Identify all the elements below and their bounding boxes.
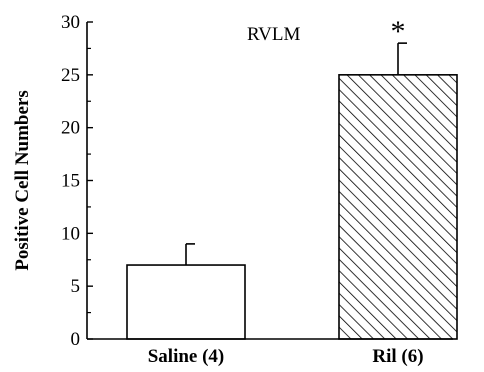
y-tick-label-1: 5 (71, 276, 81, 297)
bar-0 (126, 264, 246, 340)
y-axis-title: Positive Cell Numbers (12, 90, 33, 270)
bar-1 (338, 74, 458, 340)
category-label-1: Ril (6) (372, 346, 423, 367)
y-tick-label-0: 0 (71, 329, 81, 350)
significance-marker-1: * (391, 15, 406, 48)
y-tick-label-6: 30 (61, 12, 80, 33)
y-tick-label-3: 15 (61, 171, 80, 192)
plot-area: Saline (4) Ril (6) * 0 5 10 15 20 25 30 Positive C… (12, 12, 458, 367)
y-tick-label-2: 10 (61, 223, 80, 244)
category-label-0: Saline (4) (148, 346, 225, 367)
y-tick-label-5: 25 (61, 65, 80, 86)
y-tick-label-4: 20 (61, 118, 80, 139)
region-annotation: RVLM (247, 24, 300, 45)
